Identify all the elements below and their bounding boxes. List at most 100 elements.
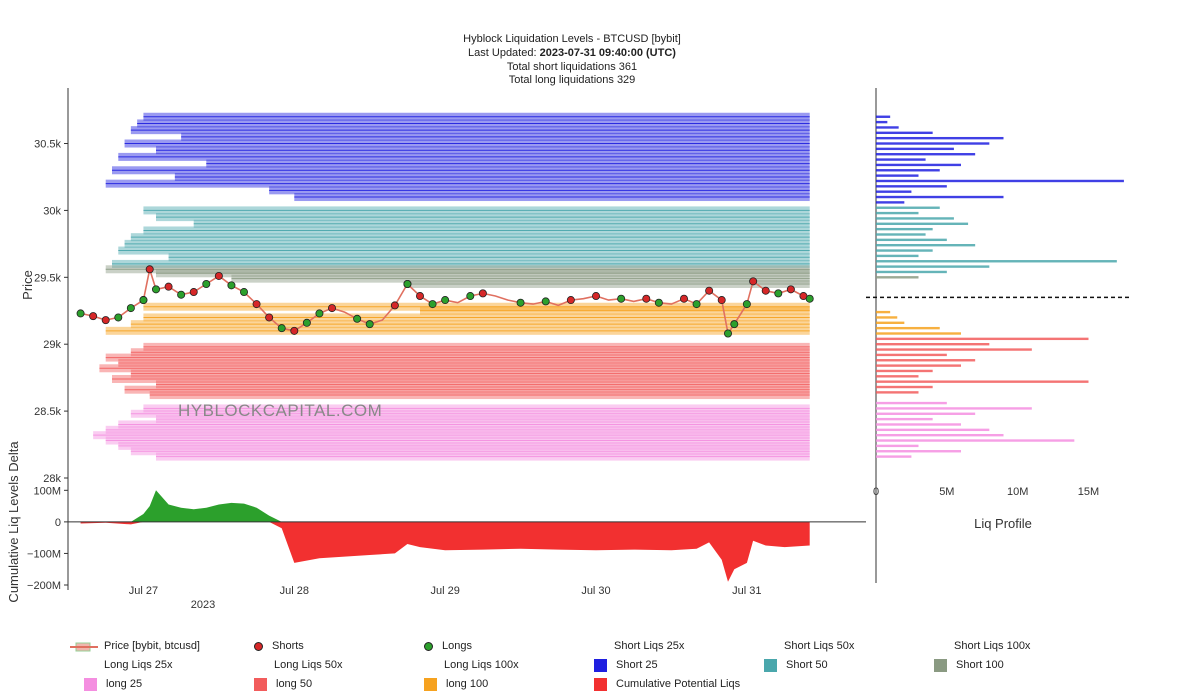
total-long-liquidations: Total long liquidations 329 — [509, 74, 636, 86]
liq-profile-bar — [876, 217, 954, 220]
long-liquidation-marker — [428, 300, 437, 309]
liq-profile-bar — [876, 380, 1089, 383]
legend-item[interactable]: Short 100 — [920, 657, 1004, 673]
liq-profile-bar — [876, 439, 1075, 442]
long-liquidation-marker — [365, 320, 374, 329]
legend-item[interactable]: Short 50 — [750, 657, 828, 673]
legend-empty-symbol — [70, 660, 98, 670]
long-liquidation-marker — [541, 297, 550, 306]
delta-y-tick-label: 0 — [55, 517, 61, 529]
legend-item[interactable]: Cumulative Potential Liqs — [580, 676, 740, 692]
price-y-tick-label: 29.5k — [34, 272, 61, 284]
short-liquidation-marker — [164, 282, 173, 291]
legend-item[interactable]: long 100 — [410, 676, 488, 692]
long-liquidation-marker — [202, 279, 211, 288]
legend-label: Short 50 — [786, 659, 828, 671]
liq-profile-bar — [876, 153, 976, 156]
legend-line — [70, 641, 98, 652]
liq-profile-bar — [876, 260, 1117, 263]
legend-item[interactable]: Long Liqs 25x — [70, 657, 173, 673]
liq-profile-bar — [876, 332, 961, 335]
long-liquidation-marker — [617, 294, 626, 303]
chart-title: Hyblock Liquidation Levels - BTCUSD [byb… — [463, 33, 681, 45]
long-liquidation-marker — [114, 313, 123, 322]
long-liquidation-marker — [76, 309, 85, 318]
legend-item[interactable]: long 50 — [240, 676, 312, 692]
legend-swatch — [84, 677, 97, 691]
delta-y-tick-label: −200M — [27, 580, 61, 592]
liq-profile-bar — [876, 131, 933, 135]
cumulative-delta-panel: 100M 0 −100M −200M Cumulative Liq Levels De… — [6, 441, 866, 603]
short-liquidation-marker — [761, 286, 770, 295]
legend-item[interactable]: Short Liqs 25x — [580, 638, 684, 654]
legend: Price [bybit, btcusd] Shorts Longs Short Li… — [70, 638, 1190, 694]
liq-profile-panel: 0 5M 10M 15M Liq Profile — [866, 115, 1131, 531]
legend-label: Long Liqs 50x — [274, 659, 343, 671]
liq-profile-x-tick-label: 15M — [1078, 486, 1099, 498]
price-y-tick-label: 30.5k — [34, 139, 61, 151]
legend-label: Short 100 — [956, 659, 1004, 671]
legend-item[interactable]: Long Liqs 100x — [410, 657, 519, 673]
liq-profile-x-tick-label: 0 — [873, 486, 879, 498]
liq-profile-bar — [876, 169, 940, 172]
cumulative-delta-positive-area — [80, 490, 810, 522]
delta-y-tick-label: 100M — [33, 485, 61, 497]
legend-label: Price [bybit, btcusd] — [104, 640, 200, 652]
legend-item[interactable]: Short 25 — [580, 657, 658, 673]
liq-profile-bar — [876, 195, 1004, 199]
legend-dot — [254, 641, 263, 651]
long-liquidation-marker — [403, 279, 412, 288]
liq-profile-bars — [876, 115, 1124, 458]
legend-item[interactable]: Short Liqs 100x — [920, 638, 1030, 654]
liq-profile-bar — [876, 364, 961, 367]
x-year-label: 2023 — [191, 599, 215, 611]
liq-profile-bar — [876, 433, 1004, 437]
liq-profile-bar — [876, 343, 990, 346]
liq-profile-bar — [876, 126, 899, 129]
price-y-tick-label: 29k — [43, 339, 61, 351]
legend-dot — [424, 641, 433, 651]
x-tick-label: Jul 27 — [129, 585, 158, 597]
last-updated-value: 2023-07-31 09:40:00 (UTC) — [540, 47, 677, 59]
legend-empty-symbol — [920, 641, 948, 651]
liq-profile-bar — [876, 369, 933, 373]
long-liquidation-marker — [239, 288, 248, 297]
short-liquidation-marker — [145, 265, 154, 274]
delta-y-axis: 100M 0 −100M −200M — [27, 485, 68, 592]
liq-profile-bar — [876, 201, 905, 204]
delta-axis-title: Cumulative Liq Levels Delta — [6, 441, 21, 603]
legend-swatch — [934, 658, 947, 672]
liq-profile-bar — [876, 254, 919, 258]
long-liquidation-marker — [139, 296, 148, 305]
legend-item[interactable]: Longs — [410, 638, 472, 654]
legend-item[interactable]: Price [bybit, btcusd] — [70, 638, 200, 654]
legend-swatch — [594, 658, 607, 672]
legend-label: Short 25 — [616, 659, 658, 671]
legend-item[interactable]: long 25 — [70, 676, 142, 692]
long-liquidation-marker — [730, 320, 739, 329]
legend-item[interactable]: Long Liqs 50x — [240, 657, 343, 673]
short-liquidation-marker — [101, 316, 110, 325]
long-liquidation-marker — [774, 289, 783, 298]
legend-empty-symbol — [580, 641, 608, 651]
legend-swatch — [254, 677, 267, 691]
liq-profile-x-axis: 0 5M 10M 15M — [873, 486, 1099, 498]
price-panel: HYBLOCKCAPITAL.COM 28k 28.5k 29k 29.5k 30k 30… — [20, 112, 814, 485]
liq-profile-bar — [876, 326, 940, 330]
legend-item[interactable]: Shorts — [240, 638, 304, 654]
short-liquidation-marker — [89, 312, 98, 321]
liq-profile-bar — [876, 444, 919, 448]
legend-item[interactable]: Short Liqs 50x — [750, 638, 854, 654]
short-liquidation-marker — [749, 277, 758, 286]
long-liquidation-marker — [151, 285, 160, 294]
liq-profile-bar — [876, 222, 969, 225]
liq-profile-bar — [876, 423, 961, 426]
liq-profile-bar — [876, 310, 891, 314]
legend-swatch — [764, 658, 777, 672]
liq-profile-bar — [876, 158, 926, 161]
long-liquidation-marker — [654, 298, 663, 307]
short-liquidation-marker — [566, 296, 575, 305]
last-updated-label: Last Updated: — [468, 47, 537, 59]
liq-profile-bar — [876, 238, 947, 242]
